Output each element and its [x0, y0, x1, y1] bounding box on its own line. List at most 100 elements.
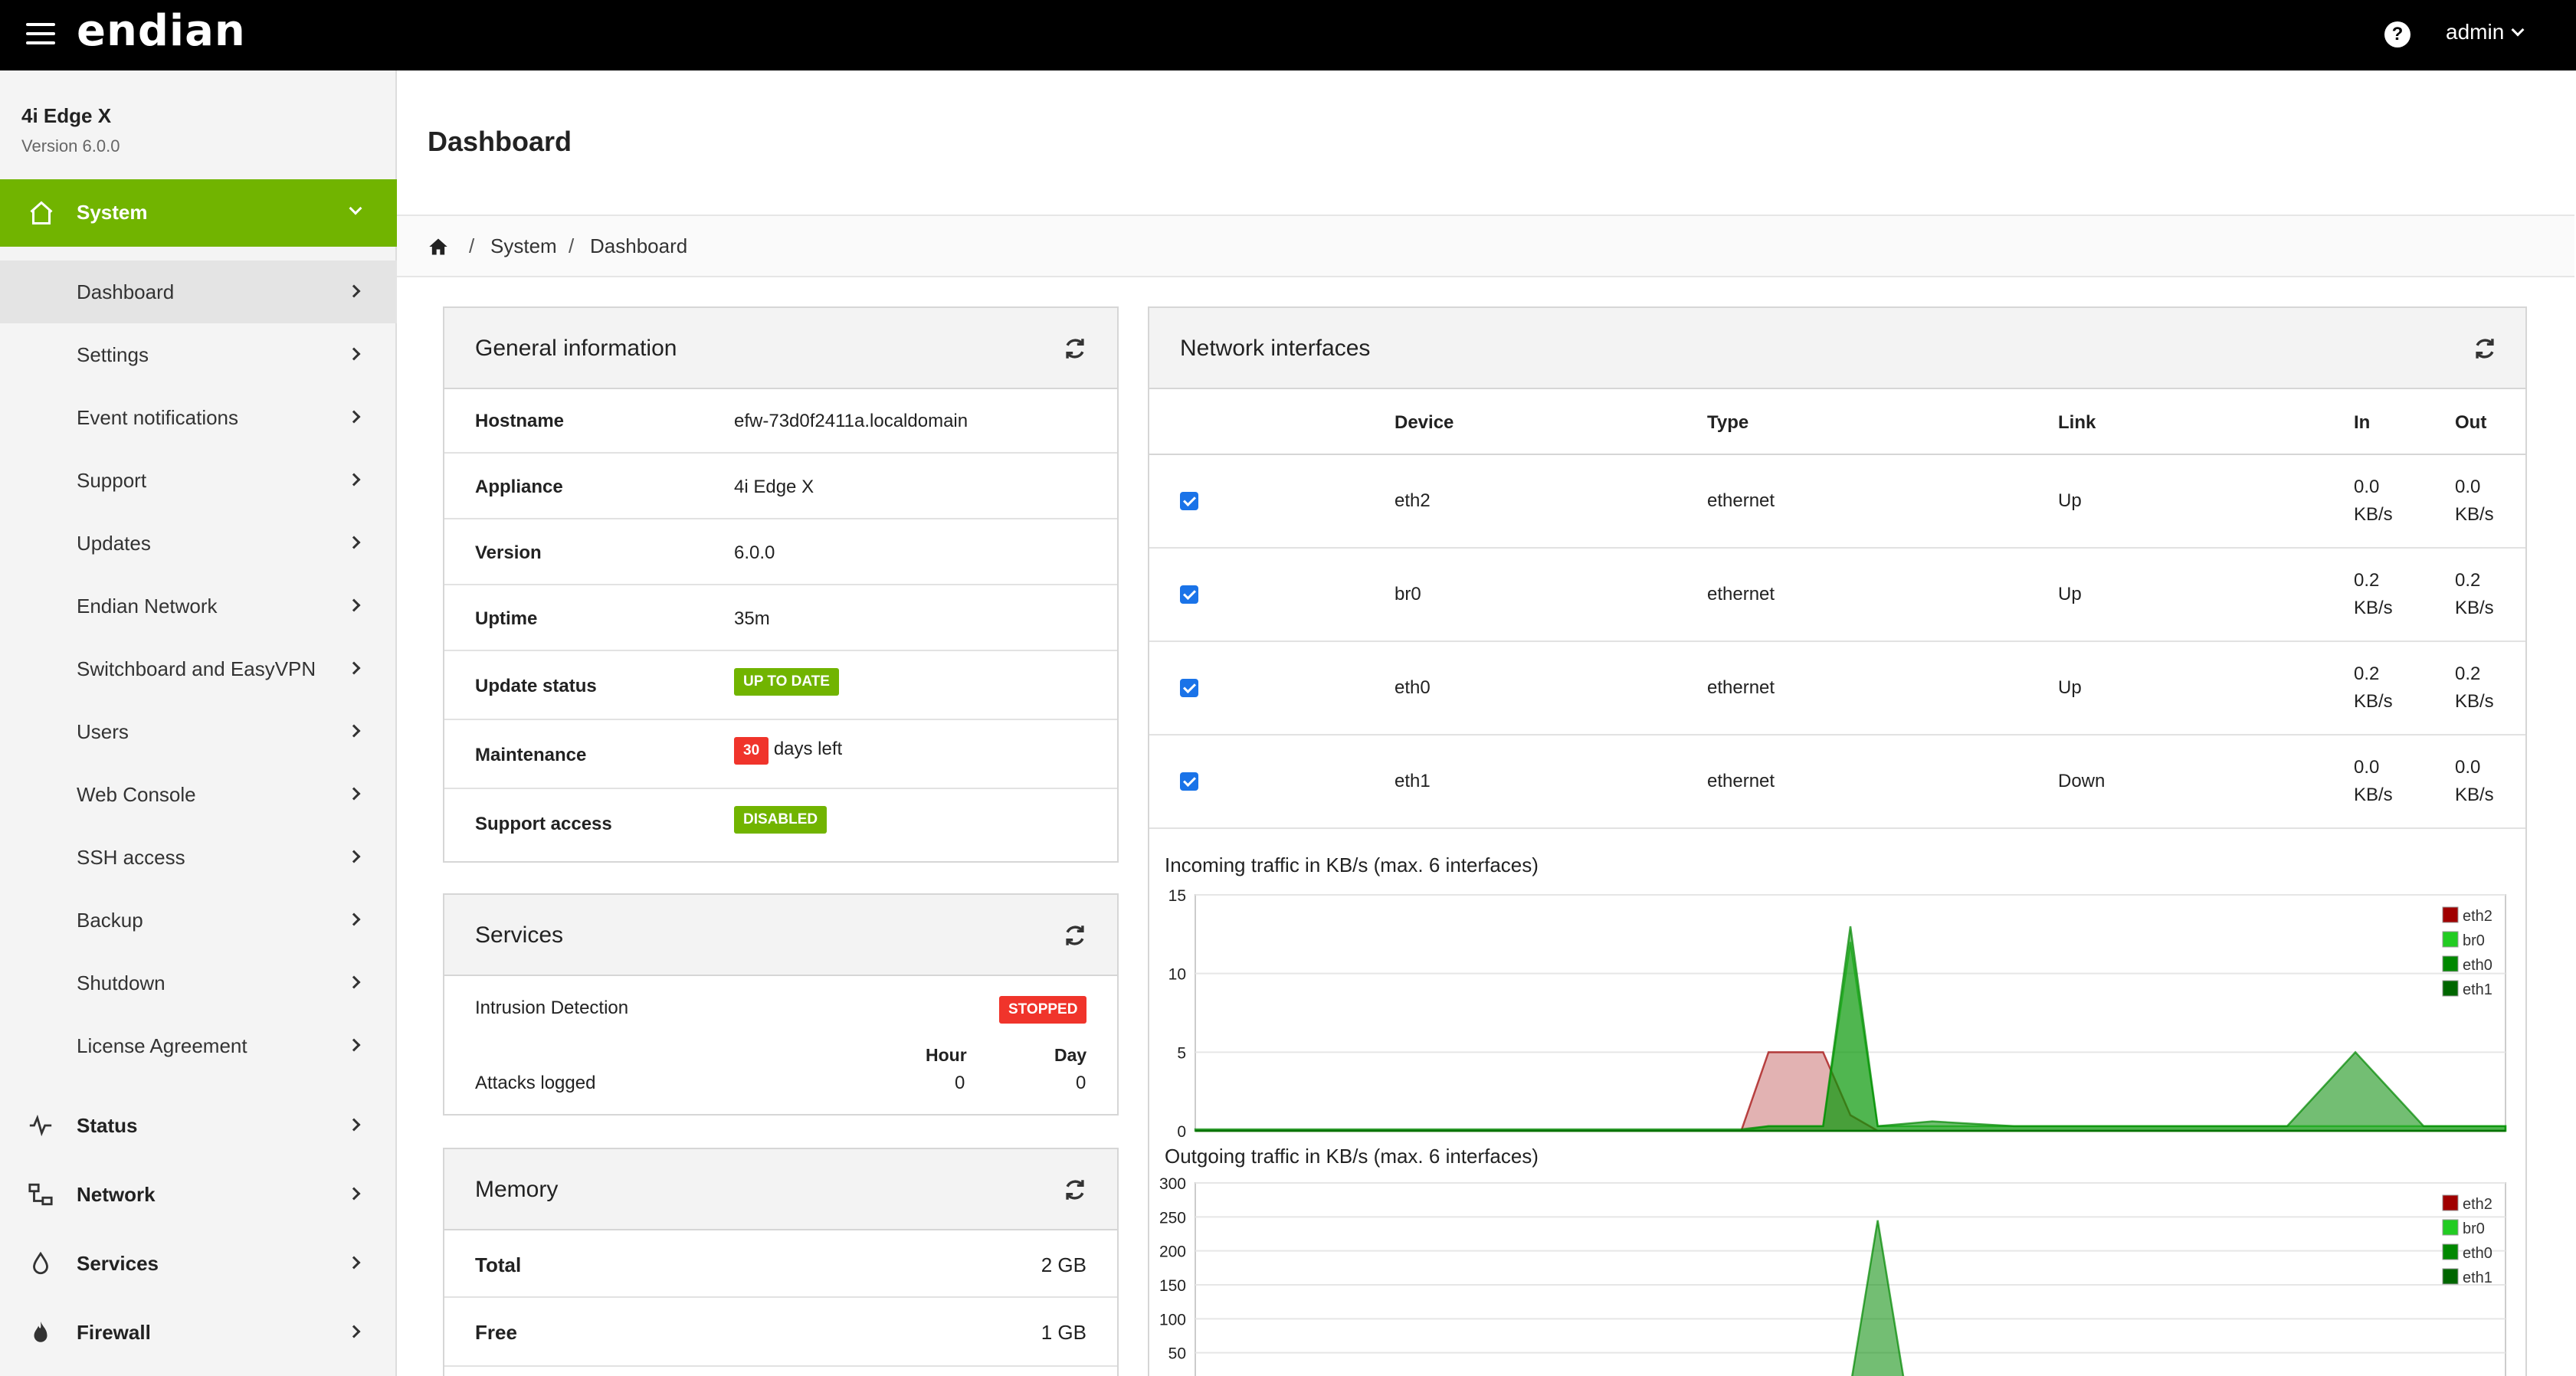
- sidebar-item-label: Users: [77, 720, 129, 743]
- top-bar: endian ? admin: [0, 0, 2576, 70]
- type-cell: ethernet: [1707, 771, 1775, 791]
- user-menu[interactable]: admin: [2446, 20, 2525, 44]
- chevron-right-icon: [347, 975, 361, 989]
- out-unit: KB/s: [2455, 785, 2494, 805]
- y-tick-label: 15: [1168, 887, 1186, 905]
- info-value: 35m: [734, 608, 770, 629]
- chevron-right-icon: [347, 850, 361, 863]
- outgoing-chart-title: Outgoing traffic in KB/s (max. 6 interfa…: [1165, 1145, 1539, 1168]
- chevron-right-icon: [347, 284, 361, 298]
- sidebar-item-dashboard[interactable]: Dashboard: [0, 260, 397, 323]
- y-tick-label: 300: [1159, 1175, 1186, 1193]
- in-value: 0.0: [2354, 477, 2380, 497]
- attacks-day: 0: [1076, 1073, 1086, 1093]
- sidebar-item-endian-network[interactable]: Endian Network: [0, 575, 397, 637]
- table-row: eth0 ethernet Up 0.2 KB/s 0.2 KB/s: [1149, 642, 2525, 736]
- type-cell: ethernet: [1707, 490, 1775, 511]
- info-row-support-access: Support access DISABLED: [444, 789, 1117, 861]
- sidebar-item-firewall[interactable]: Firewall: [0, 1298, 397, 1367]
- sidebar-item-shutdown[interactable]: Shutdown: [0, 952, 397, 1014]
- update-status-badge: UP TO DATE: [734, 668, 839, 696]
- info-row-update-status: Update status UP TO DATE: [444, 651, 1117, 720]
- in-unit: KB/s: [2354, 504, 2393, 525]
- sidebar-item-label: Endian Network: [77, 595, 218, 618]
- col-in: In: [2354, 412, 2371, 433]
- sidebar-item-label: Firewall: [77, 1321, 151, 1344]
- table-row: br0 ethernet Up 0.2 KB/s 0.2 KB/s: [1149, 549, 2525, 642]
- in-unit: KB/s: [2354, 691, 2393, 712]
- refresh-icon[interactable]: [2472, 336, 2498, 362]
- legend-swatch: [2442, 1243, 2459, 1260]
- interface-checkbox[interactable]: [1180, 679, 1198, 697]
- out-cell: 0.0 KB/s: [2455, 473, 2494, 529]
- legend-swatch: [2442, 1194, 2459, 1211]
- legend-swatch: [2442, 980, 2459, 997]
- chevron-right-icon: [347, 1256, 361, 1270]
- table-header: Device Type Link In Out: [1149, 389, 2525, 455]
- memory-row-free: Free 1 GB: [444, 1298, 1117, 1367]
- sidebar-item-services[interactable]: Services: [0, 1229, 397, 1298]
- series-area-eth0: [1851, 1220, 1905, 1376]
- out-value: 0.2: [2455, 570, 2481, 591]
- sidebar-item-status[interactable]: Status: [0, 1091, 397, 1160]
- refresh-icon[interactable]: [1062, 1177, 1088, 1203]
- out-cell: 0.2 KB/s: [2455, 660, 2494, 716]
- service-status-badge: STOPPED: [999, 996, 1087, 1024]
- legend-swatch: [2442, 1268, 2459, 1285]
- panel-header: Network interfaces: [1149, 308, 2525, 389]
- sidebar-section-system[interactable]: System: [0, 179, 397, 247]
- sidebar-item-users[interactable]: Users: [0, 700, 397, 763]
- breadcrumb-system[interactable]: System: [490, 234, 557, 257]
- memory-value: 1 GB: [1041, 1321, 1086, 1344]
- table-row: eth2 ethernet Up 0.0 KB/s 0.0 KB/s: [1149, 455, 2525, 549]
- out-value: 0.0: [2455, 477, 2481, 497]
- network-icon: [28, 1183, 53, 1206]
- legend-label: eth2: [2463, 908, 2492, 925]
- menu-icon[interactable]: [26, 21, 57, 46]
- sidebar-item-web-console[interactable]: Web Console: [0, 763, 397, 826]
- info-key: Uptime: [475, 608, 538, 629]
- sidebar-item-backup[interactable]: Backup: [0, 889, 397, 952]
- chevron-down-icon: [2511, 23, 2525, 37]
- interface-checkbox[interactable]: [1180, 772, 1198, 791]
- info-key: Support access: [475, 814, 612, 834]
- in-unit: KB/s: [2354, 785, 2393, 805]
- link-cell: Up: [2058, 490, 2082, 511]
- y-tick-label: 100: [1159, 1311, 1186, 1328]
- in-value: 0.2: [2354, 663, 2380, 684]
- info-key: Maintenance: [475, 745, 587, 765]
- home-icon[interactable]: [428, 236, 449, 257]
- sidebar-item-switchboard-and-easyvpn[interactable]: Switchboard and EasyVPN: [0, 637, 397, 700]
- maintenance-suffix: days left: [773, 739, 843, 759]
- sidebar-item-license-agreement[interactable]: License Agreement: [0, 1014, 397, 1077]
- sidebar-item-ssh-access[interactable]: SSH access: [0, 826, 397, 889]
- legend-swatch: [2442, 955, 2459, 972]
- chevron-right-icon: [347, 536, 361, 549]
- link-cell: Up: [2058, 584, 2082, 604]
- sidebar-item-support[interactable]: Support: [0, 449, 397, 512]
- sidebar-item-settings[interactable]: Settings: [0, 323, 397, 386]
- info-row-maintenance: Maintenance 30 days left: [444, 720, 1117, 789]
- panel-header: Services: [444, 895, 1117, 976]
- services-panel: Services Intrusion Detection STOPPED Hou…: [443, 893, 1119, 1116]
- refresh-icon[interactable]: [1062, 336, 1088, 362]
- sidebar-item-updates[interactable]: Updates: [0, 512, 397, 575]
- memory-key: Total: [475, 1253, 522, 1276]
- device-cell: eth0: [1395, 677, 1431, 698]
- type-cell: ethernet: [1707, 677, 1775, 698]
- info-key: Version: [475, 542, 542, 563]
- interface-checkbox[interactable]: [1180, 585, 1198, 604]
- device-cell: eth2: [1395, 490, 1431, 511]
- chart-legend: eth2 br0 eth0 eth1: [2442, 906, 2492, 998]
- panel-title: Network interfaces: [1180, 336, 1371, 361]
- series-area-eth0: [1194, 926, 2507, 1132]
- chevron-right-icon: [347, 1118, 361, 1132]
- sidebar-item-event-notifications[interactable]: Event notifications: [0, 386, 397, 449]
- info-key: Appliance: [475, 477, 563, 497]
- type-cell: ethernet: [1707, 584, 1775, 604]
- interface-checkbox[interactable]: [1180, 492, 1198, 510]
- sidebar-item-network[interactable]: Network: [0, 1160, 397, 1229]
- refresh-icon[interactable]: [1062, 922, 1088, 948]
- help-icon[interactable]: ?: [2384, 21, 2410, 48]
- out-unit: KB/s: [2455, 504, 2494, 525]
